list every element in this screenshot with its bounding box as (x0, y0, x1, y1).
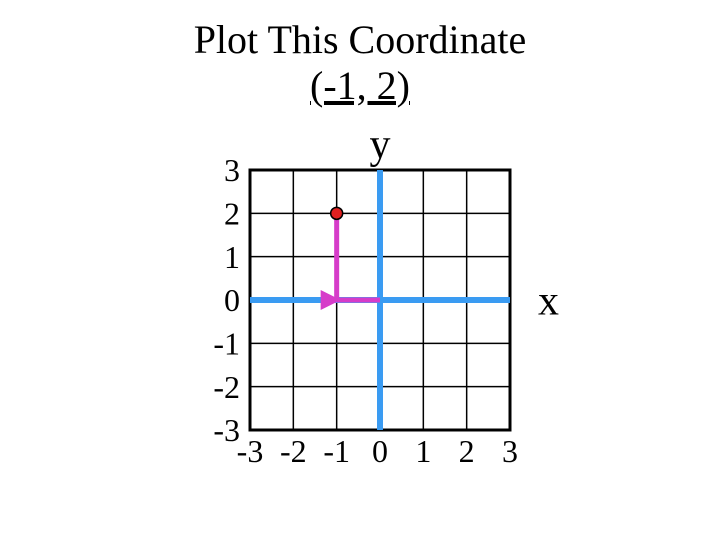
coordinate-grid: 3210-1-2-3-3-2-10123yx (160, 110, 580, 530)
y-tick-label: 1 (224, 239, 240, 275)
x-tick-label: -1 (323, 433, 350, 469)
figure-root: Plot This Coordinate (-1, 2) 3210-1-2-3-… (0, 0, 720, 540)
y-tick-label: -2 (213, 369, 240, 405)
x-axis-label: x (538, 279, 559, 325)
chart-title: Plot This Coordinate (0, 18, 720, 62)
x-tick-label: 0 (372, 433, 388, 469)
chart-subtitle: (-1, 2) (0, 62, 720, 109)
y-tick-label: 2 (224, 196, 240, 232)
y-tick-label: -1 (213, 326, 240, 362)
chart-area: 3210-1-2-3-3-2-10123yx (160, 110, 580, 530)
x-tick-label: -2 (280, 433, 307, 469)
y-tick-label: 3 (224, 152, 240, 188)
y-tick-label: 0 (224, 282, 240, 318)
x-tick-label: 3 (502, 433, 518, 469)
x-tick-label: 1 (415, 433, 431, 469)
x-tick-label: 2 (459, 433, 475, 469)
x-tick-label: -3 (237, 433, 264, 469)
y-axis-label: y (370, 122, 391, 168)
